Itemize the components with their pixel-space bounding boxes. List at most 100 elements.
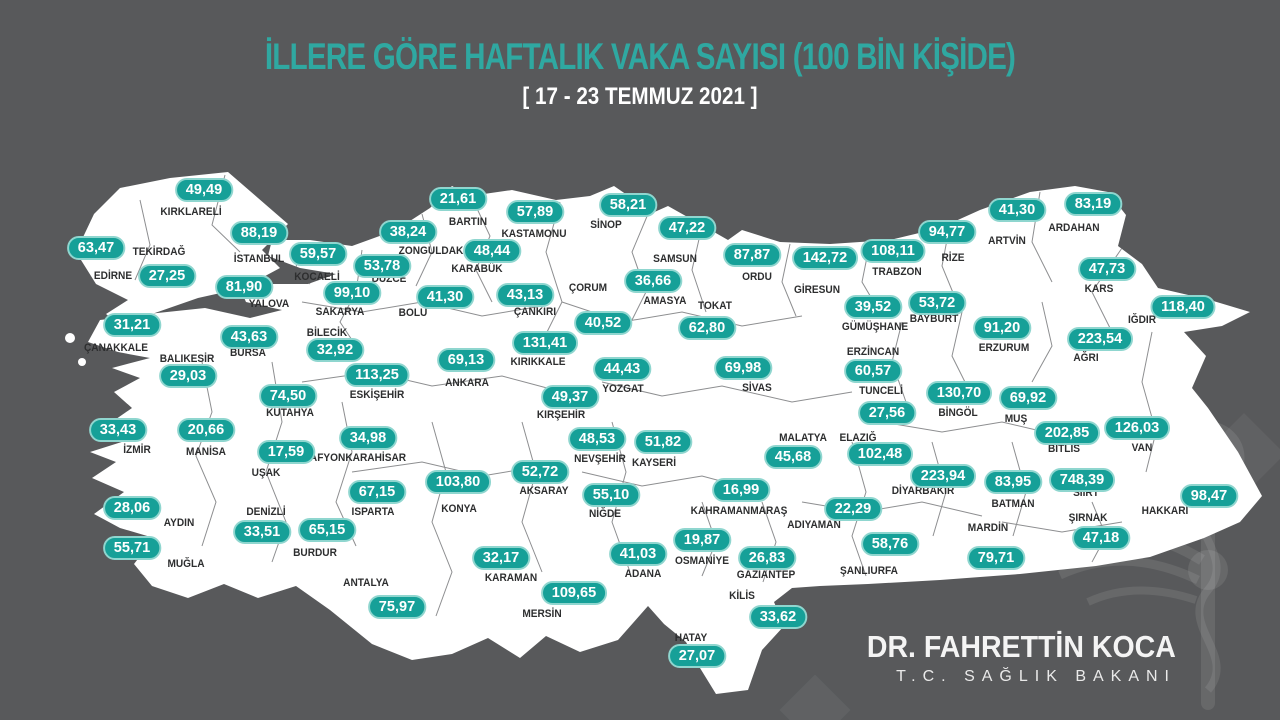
province-value-badge: 48,44 bbox=[463, 239, 521, 263]
province-value-badge: 74,50 bbox=[259, 384, 317, 408]
province-value-badge: 47,22 bbox=[658, 216, 716, 240]
province-value-badge: 27,07 bbox=[668, 644, 726, 668]
province-value-badge: 102,48 bbox=[847, 442, 913, 466]
province-value-badge: 57,89 bbox=[506, 200, 564, 224]
province-value-badge: 20,66 bbox=[177, 418, 235, 442]
province-name-label: EDİRNE bbox=[93, 270, 133, 282]
province-value-badge: 83,19 bbox=[1064, 192, 1122, 216]
province-name-label: SİVAS bbox=[742, 382, 772, 394]
province-name-label: KAYSERİ bbox=[631, 457, 677, 469]
province-value-badge: 32,17 bbox=[472, 546, 530, 570]
province-name-label: KIRŞEHİR bbox=[536, 409, 586, 421]
province-name-label: İSTANBUL bbox=[233, 253, 285, 265]
province-name-label: ÇORUM bbox=[568, 282, 608, 294]
province-value-badge: 33,43 bbox=[89, 418, 147, 442]
province-value-badge: 47,18 bbox=[1072, 526, 1130, 550]
province-value-badge: 53,72 bbox=[908, 291, 966, 315]
province-name-label: AKSARAY bbox=[519, 485, 569, 497]
province-name-label: NEVŞEHİR bbox=[574, 453, 626, 465]
province-value-badge: 63,47 bbox=[67, 236, 125, 260]
province-value-badge: 223,54 bbox=[1067, 327, 1133, 351]
province-value-badge: 21,61 bbox=[429, 187, 487, 211]
province-value-badge: 29,03 bbox=[159, 364, 217, 388]
province-value-badge: 58,76 bbox=[861, 532, 919, 556]
province-name-label: KOCAELİ bbox=[294, 271, 340, 283]
province-name-label: ANKARA bbox=[445, 377, 489, 389]
province-value-badge: 62,80 bbox=[678, 316, 736, 340]
province-value-badge: 91,20 bbox=[973, 316, 1031, 340]
province-value-badge: 103,80 bbox=[425, 470, 491, 494]
province-name-label: BALIKESİR bbox=[159, 353, 215, 365]
province-value-badge: 87,87 bbox=[723, 243, 781, 267]
province-name-label: AMASYA bbox=[643, 295, 687, 307]
province-value-badge: 28,06 bbox=[103, 496, 161, 520]
province-value-badge: 130,70 bbox=[926, 381, 992, 405]
province-value-badge: 39,52 bbox=[844, 295, 902, 319]
province-name-label: MANİSA bbox=[186, 446, 226, 458]
province-value-badge: 34,98 bbox=[339, 426, 397, 450]
province-value-badge: 118,40 bbox=[1150, 295, 1216, 319]
province-name-label: TOKAT bbox=[698, 300, 732, 312]
province-name-label: MUŞ bbox=[1004, 413, 1028, 425]
province-value-badge: 81,90 bbox=[215, 275, 273, 299]
province-name-label: KARS bbox=[1084, 283, 1114, 295]
province-value-badge: 79,71 bbox=[967, 546, 1025, 570]
province-value-badge: 52,72 bbox=[511, 460, 569, 484]
header: İLLERE GÖRE HAFTALIK VAKA SAYISI (100 Bİ… bbox=[0, 36, 1280, 111]
province-value-badge: 113,25 bbox=[344, 363, 410, 387]
province-name-label: GİRESUN bbox=[793, 284, 841, 296]
province-value-badge: 53,78 bbox=[353, 254, 411, 278]
province-name-label: DENİZLİ bbox=[246, 506, 286, 518]
province-value-badge: 17,59 bbox=[257, 440, 315, 464]
province-name-label: UŞAK bbox=[251, 467, 281, 479]
province-name-label: KİLİS bbox=[729, 590, 755, 602]
province-name-label: RİZE bbox=[941, 252, 965, 264]
province-value-badge: 55,10 bbox=[582, 483, 640, 507]
province-value-badge: 33,51 bbox=[233, 520, 291, 544]
province-value-badge: 60,57 bbox=[844, 359, 902, 383]
province-name-label: MUĞLA bbox=[167, 558, 205, 570]
province-value-badge: 58,21 bbox=[599, 193, 657, 217]
date-range: [ 17 - 23 TEMMUZ 2021 ] bbox=[522, 83, 758, 110]
province-name-label: AFYONKARAHİSAR bbox=[309, 452, 407, 464]
province-name-label: İZMİR bbox=[123, 444, 151, 456]
province-name-label: MARDİN bbox=[967, 522, 1009, 534]
province-value-badge: 40,52 bbox=[574, 311, 632, 335]
province-value-badge: 126,03 bbox=[1104, 416, 1170, 440]
province-name-label: MALATYA bbox=[779, 432, 827, 444]
province-name-label: KAHRAMANMARAŞ bbox=[690, 505, 788, 517]
province-value-badge: 223,94 bbox=[910, 464, 976, 488]
province-name-label: ADIYAMAN bbox=[787, 519, 841, 531]
page-title: İLLERE GÖRE HAFTALIK VAKA SAYISI (100 Bİ… bbox=[264, 36, 1016, 77]
province-name-label: SİNOP bbox=[590, 219, 622, 231]
province-value-badge: 36,66 bbox=[624, 269, 682, 293]
province-value-badge: 45,68 bbox=[764, 445, 822, 469]
province-name-label: ESKİŞEHİR bbox=[349, 389, 405, 401]
province-value-badge: 44,43 bbox=[593, 357, 651, 381]
province-name-label: KONYA bbox=[441, 503, 477, 515]
province-name-label: SAKARYA bbox=[315, 306, 365, 318]
province-name-label: ISPARTA bbox=[351, 506, 395, 518]
province-name-label: ARTVİN bbox=[988, 235, 1026, 247]
province-name-label: ELAZIĞ bbox=[839, 432, 877, 444]
province-value-badge: 109,65 bbox=[541, 581, 607, 605]
province-value-badge: 27,56 bbox=[858, 401, 916, 425]
province-name-label: ARDAHAN bbox=[1048, 222, 1100, 234]
province-name-label: BARTIN bbox=[448, 216, 488, 228]
province-value-badge: 41,30 bbox=[988, 198, 1046, 222]
province-value-badge: 131,41 bbox=[512, 331, 578, 355]
province-value-badge: 65,15 bbox=[298, 518, 356, 542]
province-value-badge: 26,83 bbox=[738, 546, 796, 570]
province-name-label: AYDIN bbox=[163, 517, 195, 529]
province-value-badge: 69,13 bbox=[437, 348, 495, 372]
province-value-badge: 16,99 bbox=[712, 478, 770, 502]
province-name-label: OSMANİYE bbox=[675, 555, 729, 567]
province-name-label: YOZGAT bbox=[602, 383, 644, 395]
province-value-badge: 99,10 bbox=[323, 281, 381, 305]
province-name-label: BAYBURT bbox=[909, 313, 959, 325]
province-value-badge: 75,97 bbox=[368, 595, 426, 619]
province-name-label: BİNGÖL bbox=[938, 407, 978, 419]
province-name-label: ŞANLIURFA bbox=[840, 565, 898, 577]
